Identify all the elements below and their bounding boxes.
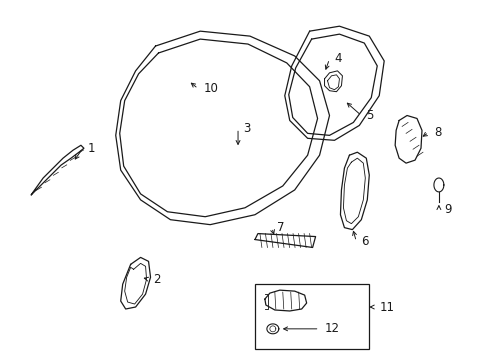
Text: 3: 3 <box>243 122 250 135</box>
Text: 11: 11 <box>379 301 393 314</box>
Text: 12: 12 <box>324 322 339 336</box>
Text: 1: 1 <box>88 142 95 155</box>
Text: 8: 8 <box>433 126 440 139</box>
Text: 6: 6 <box>361 235 368 248</box>
Text: 10: 10 <box>203 82 218 95</box>
Text: 5: 5 <box>366 109 373 122</box>
Text: 2: 2 <box>153 273 161 286</box>
Bar <box>254 284 368 349</box>
Text: 7: 7 <box>276 221 284 234</box>
Text: 4: 4 <box>334 53 341 66</box>
Text: 9: 9 <box>443 203 450 216</box>
